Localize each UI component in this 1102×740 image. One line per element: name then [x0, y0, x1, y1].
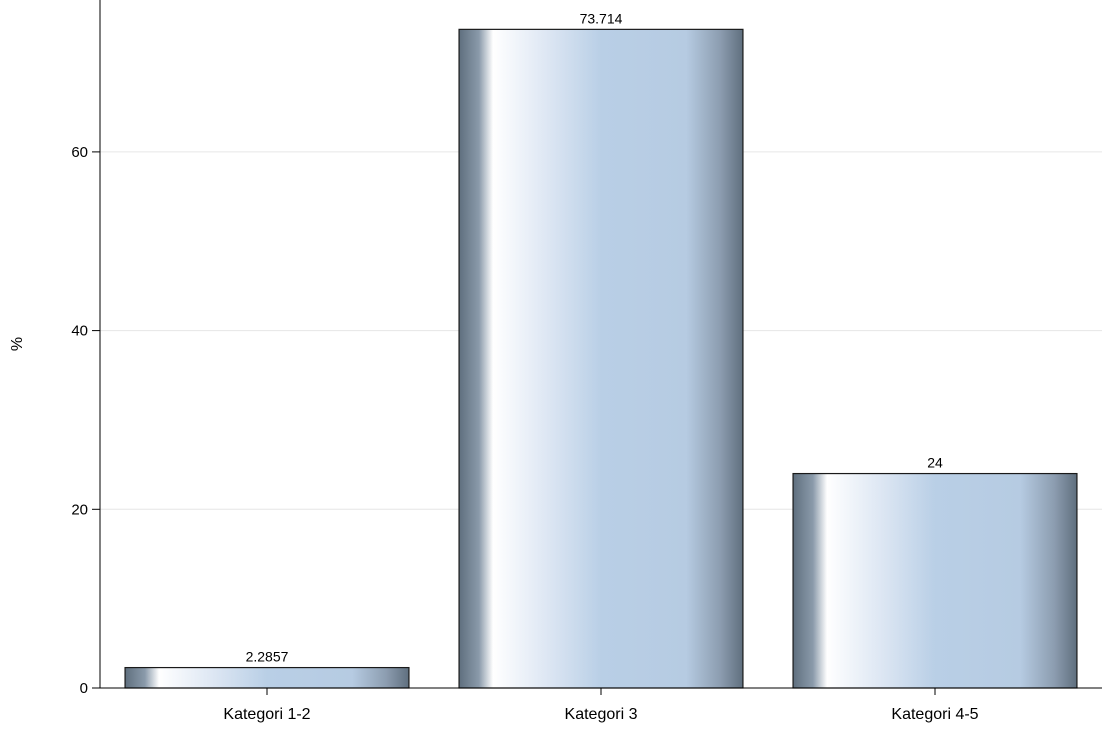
y-tick-label: 60: [71, 144, 88, 161]
bar-value-label: 24: [927, 455, 943, 471]
x-tick-label: Kategori 4-5: [891, 706, 978, 723]
y-axis-title: %: [9, 337, 26, 351]
y-tick-label: 0: [80, 680, 88, 697]
ticks: 0 20 40 60 Kategori 1-2 Kategori 3 Kategori 4-…: [71, 144, 978, 723]
bar: [124, 666, 410, 689]
x-tick-label: Kategori 3: [565, 706, 638, 723]
bars: [124, 28, 1078, 689]
bar: [458, 28, 744, 689]
x-tick-label: Kategori 1-2: [223, 706, 310, 723]
bar: [792, 472, 1078, 689]
data-labels: 2.2857 73.714 24: [246, 10, 943, 664]
y-tick-label: 20: [71, 501, 88, 518]
bar-value-label: 73.714: [580, 10, 623, 26]
bar-value-label: 2.2857: [246, 649, 289, 665]
y-tick-label: 40: [71, 323, 88, 340]
